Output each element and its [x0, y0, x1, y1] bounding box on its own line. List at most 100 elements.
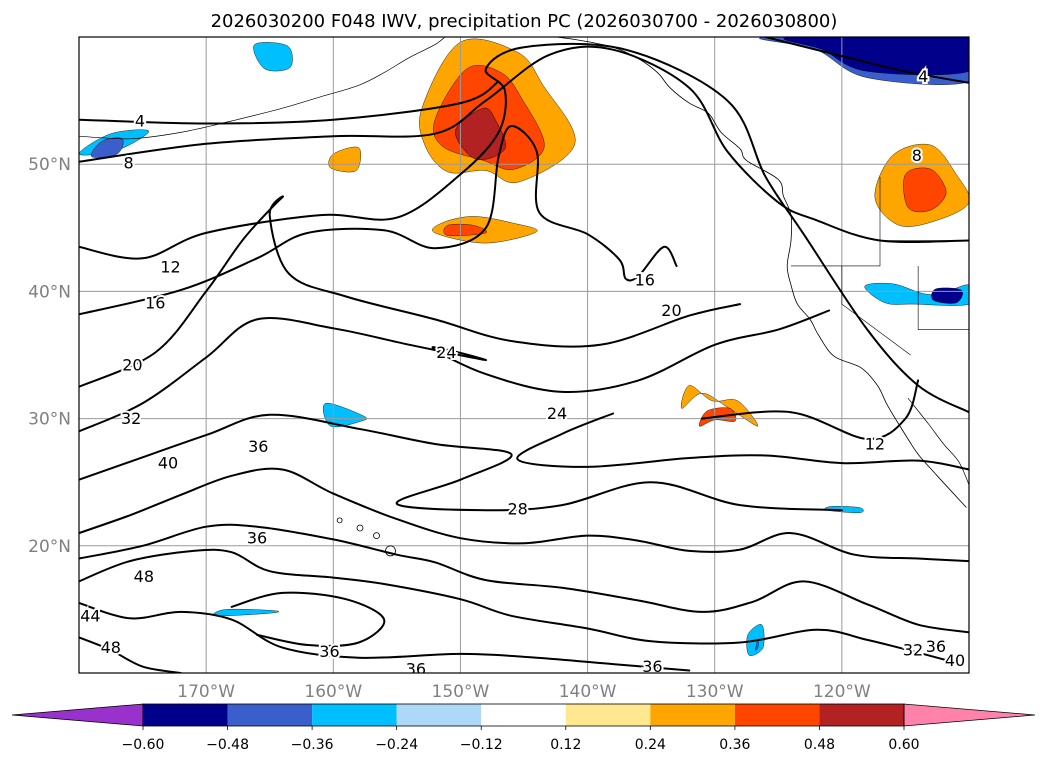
state-border — [841, 265, 911, 356]
contour-label: 36 — [248, 437, 268, 456]
island — [373, 532, 380, 540]
x-tick-label: 150°W — [432, 682, 490, 702]
coastline-aleutians — [79, 37, 446, 140]
chart-title: 2026030200 F048 IWV, precipitation PC (2… — [211, 11, 838, 32]
iwv-contour-28 — [79, 413, 843, 512]
x-tick-labels: 170°W 160°W 150°W 140°W 130°W 120°W — [177, 682, 871, 702]
precip-patch — [213, 608, 280, 617]
contour-label: 12 — [160, 258, 180, 277]
colorbar-segment — [819, 704, 904, 726]
island — [356, 524, 364, 532]
colorbar-tick-label: 0.24 — [635, 737, 666, 753]
contour-label: 44 — [80, 606, 100, 625]
island — [336, 517, 343, 524]
colorbar-extend-high — [903, 703, 1036, 727]
iwv-contour-32 — [79, 467, 969, 563]
contour-label: 48 — [101, 638, 121, 657]
colorbar-tick-label: −0.36 — [291, 737, 334, 753]
colorbar-frame — [142, 703, 905, 727]
precip-patch — [931, 287, 963, 304]
contour-label: 36 — [319, 642, 339, 661]
contour-label: 24 — [547, 404, 567, 423]
plot-frame — [78, 36, 970, 674]
state-border — [791, 176, 881, 267]
iwv-contour-12 — [701, 379, 920, 441]
precip-patch — [755, 639, 759, 651]
state-border — [917, 265, 969, 330]
contour-label: 32 — [121, 409, 141, 428]
iwv-contour-24 — [79, 309, 831, 433]
contour-label: 36 — [247, 529, 267, 548]
colorbar-tick-label: 0.60 — [888, 737, 919, 753]
contour-label: 48 — [134, 567, 154, 586]
gridlines — [79, 37, 969, 673]
x-tick-label: 170°W — [177, 682, 235, 702]
iwv-contour-36 — [79, 523, 969, 634]
colorbar-tick-label: −0.24 — [375, 737, 418, 753]
x-tick-label: 130°W — [686, 682, 744, 702]
contour-label: 4 — [135, 111, 145, 130]
colorbar-tick-label: 0.12 — [550, 737, 581, 753]
precip-patch — [903, 167, 947, 213]
iwv-contour-44 — [79, 602, 691, 672]
contour-label: 8 — [912, 146, 922, 165]
contour-label: 16 — [145, 293, 165, 312]
colorbar-extend-low — [11, 703, 144, 727]
iwv-contour-16 — [79, 125, 678, 316]
iwv-contour-4 — [79, 80, 500, 125]
iwv-contour-24 — [516, 412, 969, 471]
x-tick-label: 140°W — [559, 682, 617, 702]
contour-label: 40 — [945, 651, 965, 670]
precip-patch — [783, 37, 969, 76]
precip-patch — [323, 403, 368, 428]
contour-label: 24 — [436, 343, 456, 362]
colorbar-segment — [312, 704, 397, 726]
iwv-contours — [79, 37, 969, 673]
iwv-contour-48 — [79, 636, 182, 673]
x-tick-label: 120°W — [813, 682, 871, 702]
iwv-contour-40 — [79, 548, 958, 664]
island — [385, 545, 396, 557]
y-tick-label: 50°N — [28, 155, 71, 175]
contour-label: 36 — [406, 660, 426, 679]
contour-label: 8 — [123, 153, 133, 172]
x-tick-label: 160°W — [304, 682, 362, 702]
iwv-contour-20 — [79, 195, 742, 388]
colorbar: −0.60 −0.48 −0.36 −0.24 −0.12 0.12 0.24 0.36 0.4… — [11, 703, 1036, 753]
colorbar-segment — [650, 704, 735, 726]
iwv-contour-12 — [79, 42, 969, 414]
y-tick-label: 20°N — [28, 537, 71, 557]
colorbar-tick-label: −0.48 — [206, 737, 249, 753]
precip-patch — [824, 506, 864, 513]
iwv-contour-8 — [79, 45, 969, 243]
iwv-contour-4 — [764, 37, 969, 84]
contour-label: 36 — [642, 657, 662, 676]
contour-label: 16 — [635, 270, 655, 289]
contour-label: 4 — [918, 67, 928, 86]
colorbar-segment — [734, 704, 820, 726]
colorbar-segment — [396, 704, 482, 726]
precip-patch — [253, 42, 293, 72]
precip-patch — [443, 223, 488, 236]
y-tick-label: 40°N — [28, 282, 71, 302]
colorbar-segment — [481, 704, 566, 726]
contour-label: 20 — [661, 301, 681, 320]
colorbar-segment — [565, 704, 651, 726]
contour-label: 20 — [122, 356, 142, 375]
precip-patch — [455, 107, 506, 160]
colorbar-tick-label: −0.60 — [122, 737, 165, 753]
contour-label: 32 — [903, 641, 923, 660]
y-tick-labels: 20°N 30°N 40°N 50°N — [28, 155, 71, 557]
colorbar-tick-label: 0.48 — [804, 737, 835, 753]
y-tick-label: 30°N — [28, 410, 71, 430]
colorbar-tick-label: 0.36 — [719, 737, 750, 753]
colorbar-tick-label: −0.12 — [460, 737, 503, 753]
colorbar-segment — [143, 704, 228, 726]
contour-label: 12 — [865, 435, 885, 454]
colorbar-segment — [227, 704, 313, 726]
contour-label: 28 — [507, 499, 527, 518]
contour-label: 36 — [926, 637, 946, 656]
iwv-contour-36 — [230, 591, 386, 647]
